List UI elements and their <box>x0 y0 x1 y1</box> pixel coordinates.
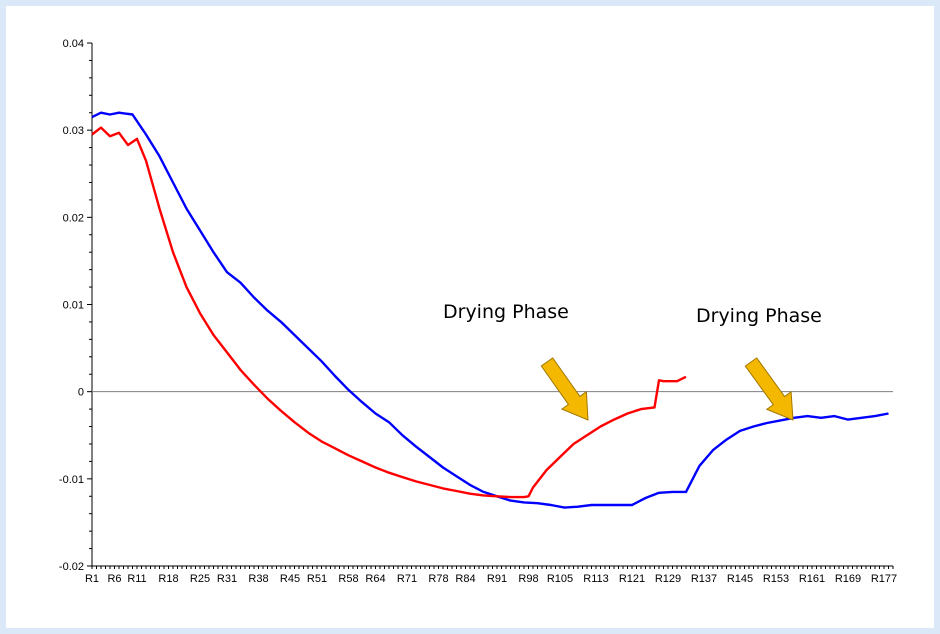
annotation-arrow <box>744 357 794 421</box>
x-tick-label: R84 <box>455 573 475 585</box>
x-tick-label: R45 <box>280 573 300 585</box>
x-tick-label: R145 <box>727 573 753 585</box>
annotations: Drying Phase Drying Phase <box>443 301 822 421</box>
x-tick-label: R177 <box>871 573 897 585</box>
x-tick-label: R161 <box>799 573 825 585</box>
chart-panel <box>6 6 934 628</box>
x-tick-label: R78 <box>428 573 448 585</box>
x-tick-label: R153 <box>763 573 789 585</box>
y-tick-label: 0.02 <box>63 212 84 224</box>
x-tick-label: R18 <box>158 573 178 585</box>
x-tick-label: R1 <box>85 573 99 585</box>
x-tick-label: R105 <box>547 573 573 585</box>
y-tick-label: -0.02 <box>59 561 84 573</box>
x-tick-label: R91 <box>487 573 507 585</box>
x-tick-label: R71 <box>397 573 417 585</box>
x-tick-label: R6 <box>107 573 121 585</box>
x-tick-label: R129 <box>655 573 681 585</box>
x-tick-label: R98 <box>518 573 538 585</box>
y-tick-label: 0.03 <box>63 125 84 137</box>
x-tick-label: R25 <box>190 573 210 585</box>
annotation-label: Drying Phase <box>696 305 822 327</box>
series-line-1 <box>91 111 889 509</box>
x-tick-label: R58 <box>338 573 358 585</box>
x-tick-label: R64 <box>365 573 385 585</box>
x-tick-label: R31 <box>217 573 237 585</box>
series-line-2 <box>91 126 687 499</box>
x-tick-label: R38 <box>248 573 268 585</box>
y-tick-label: 0.04 <box>63 38 84 50</box>
x-tick-label: R51 <box>307 573 327 585</box>
y-tick-label: 0.01 <box>63 300 84 312</box>
x-tick-label: R113 <box>583 573 608 585</box>
x-tick-label: R11 <box>127 573 146 585</box>
annotation-arrow <box>540 357 589 421</box>
annotation-label: Drying Phase <box>443 301 569 323</box>
x-tick-label: R121 <box>619 573 645 585</box>
y-tick-label: 0 <box>78 387 84 399</box>
x-tick-label: R137 <box>691 573 717 585</box>
x-tick-label: R169 <box>835 573 861 585</box>
series-layer <box>91 111 889 509</box>
y-tick-label: -0.01 <box>59 474 84 486</box>
